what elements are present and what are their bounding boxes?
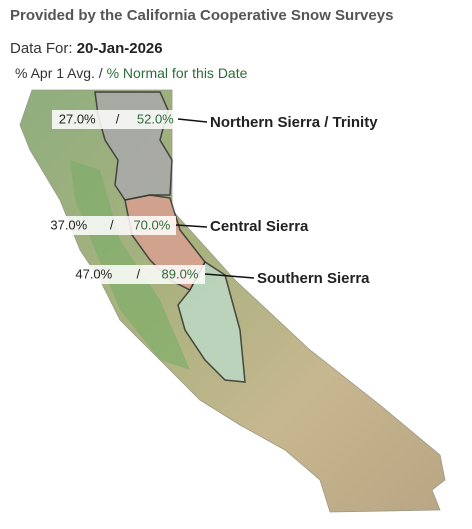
legend-apr1: % Apr 1 Avg. [15, 65, 95, 81]
leader-line [177, 118, 208, 123]
apr1-avg: 37.0% [50, 217, 87, 232]
header-title: Provided by the California Cooperative S… [10, 7, 394, 24]
leader-line [175, 224, 208, 228]
pct-normal: 89.0% [162, 266, 199, 281]
pct-normal: 52.0% [137, 111, 174, 126]
label-box [52, 110, 178, 129]
label-box [42, 216, 176, 235]
apr1-avg: 47.0% [75, 266, 112, 281]
label-box [66, 265, 205, 284]
legend: % Apr 1 Avg. / % Normal for this Date [15, 65, 247, 81]
separator: / [136, 266, 140, 281]
legend-separator: / [98, 65, 103, 81]
separator: / [116, 111, 120, 126]
apr1-avg: 27.0% [59, 111, 96, 126]
data-for: Data For: 20-Jan-2026 [10, 40, 163, 57]
data-for-label: Data For: [10, 40, 73, 57]
legend-normal: % Normal for this Date [106, 65, 248, 81]
pct-normal: 70.0% [133, 217, 170, 232]
leader-line [204, 273, 255, 279]
separator: / [110, 217, 114, 232]
date: 20-Jan-2026 [76, 40, 163, 57]
region-name: Southern Sierra [257, 270, 370, 287]
southern-sierra-region [177, 260, 246, 383]
region-name: Central Sierra [210, 218, 309, 235]
region-name: Northern Sierra / Trinity [210, 114, 378, 131]
